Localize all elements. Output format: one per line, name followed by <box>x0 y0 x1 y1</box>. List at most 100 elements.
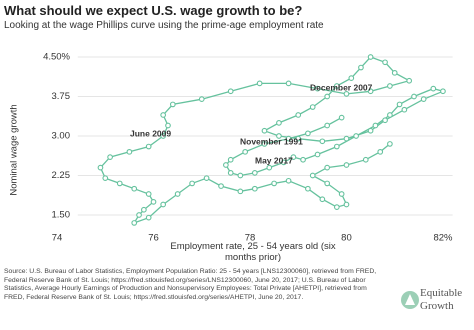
data-point <box>406 77 413 84</box>
chart-subtitle: Looking at the wage Phillips curve using… <box>4 20 324 31</box>
data-point <box>314 85 321 92</box>
annotation: November 1991 <box>240 136 303 146</box>
y-axis-label: Nominal wage growth <box>9 104 20 195</box>
logo-text: Equitable <box>420 287 463 299</box>
data-point <box>131 220 138 226</box>
data-point <box>237 188 244 195</box>
data-point <box>367 127 374 134</box>
data-point <box>97 164 104 171</box>
data-point <box>396 101 403 108</box>
data-point <box>256 80 263 87</box>
data-point <box>251 170 258 176</box>
y-tick-label: 3.00 <box>52 131 71 142</box>
data-point <box>218 183 224 189</box>
data-point <box>377 148 384 155</box>
data-point <box>141 206 147 213</box>
data-point <box>387 112 393 118</box>
y-tick-label: 1.50 <box>52 210 71 221</box>
data-point <box>295 112 302 118</box>
data-point <box>411 93 417 100</box>
data-point <box>280 159 287 166</box>
data-point <box>169 101 176 108</box>
annotation: June 2009 <box>130 128 171 138</box>
data-point <box>387 83 393 89</box>
data-point <box>358 64 364 71</box>
data-point <box>338 191 345 197</box>
data-point <box>131 185 138 192</box>
data-point <box>333 143 340 150</box>
logo-shape <box>405 294 415 305</box>
data-point <box>223 162 229 168</box>
data-point <box>401 106 408 113</box>
data-point <box>165 122 171 129</box>
data-point <box>367 54 374 60</box>
data-point <box>290 154 297 160</box>
y-tick-label: 2.25 <box>52 170 71 181</box>
data-point <box>271 180 277 187</box>
x-tick-label: 78 <box>245 233 256 244</box>
x-tick-label: 76 <box>148 233 159 244</box>
annotation: December 2007 <box>310 82 373 92</box>
data-point <box>333 204 340 210</box>
y-tick-label: 3.75 <box>52 91 71 102</box>
data-point <box>285 135 292 142</box>
data-point <box>319 138 326 145</box>
data-point <box>174 191 181 197</box>
data-point <box>145 214 152 221</box>
data-point <box>353 133 359 139</box>
data-point <box>343 135 350 142</box>
data-point <box>430 85 437 92</box>
data-point <box>382 117 388 124</box>
data-point <box>227 156 234 163</box>
data-point <box>285 80 292 87</box>
data-point <box>261 127 268 134</box>
data-point <box>305 185 311 192</box>
data-point <box>362 156 369 163</box>
data-point <box>237 172 244 179</box>
data-point <box>145 191 152 197</box>
data-point <box>189 180 195 187</box>
data-point <box>440 88 446 95</box>
data-point <box>382 59 388 66</box>
data-point <box>276 120 282 126</box>
y-tick-label: 4.50% <box>43 52 70 63</box>
data-point <box>324 93 331 100</box>
x-tick-label: 82% <box>433 233 453 244</box>
data-point <box>251 185 258 192</box>
x-axis-label: Employment rate, 25 - 54 years old (six … <box>170 241 336 263</box>
data-point <box>333 83 340 89</box>
annotation: May 2017 <box>255 155 293 165</box>
data-point <box>305 130 311 137</box>
data-point <box>198 96 205 103</box>
data-point <box>276 133 282 139</box>
data-point <box>338 114 345 121</box>
data-point <box>343 91 350 97</box>
data-point <box>116 180 123 187</box>
data-point <box>372 122 379 129</box>
data-point <box>126 148 133 155</box>
data-point <box>160 112 167 118</box>
data-point <box>343 201 350 208</box>
data-point <box>150 199 157 205</box>
data-point <box>343 162 350 168</box>
data-point <box>160 133 167 139</box>
data-point <box>387 141 393 147</box>
data-point <box>324 122 331 129</box>
data-point <box>242 148 249 155</box>
data-point <box>309 172 316 179</box>
data-point <box>420 96 427 103</box>
data-point <box>300 156 306 163</box>
chart-title: What should we expect U.S. wage growth t… <box>4 3 303 18</box>
data-point <box>324 180 331 187</box>
data-point <box>285 177 292 184</box>
data-point <box>160 201 167 208</box>
x-tick-label: 74 <box>52 233 63 244</box>
data-point <box>145 143 152 150</box>
data-point <box>266 164 273 171</box>
data-point <box>348 75 355 81</box>
data-point <box>227 170 234 176</box>
data-point <box>309 104 316 110</box>
source-note: Source: U.S. Bureau of Labor Statistics,… <box>4 268 377 301</box>
